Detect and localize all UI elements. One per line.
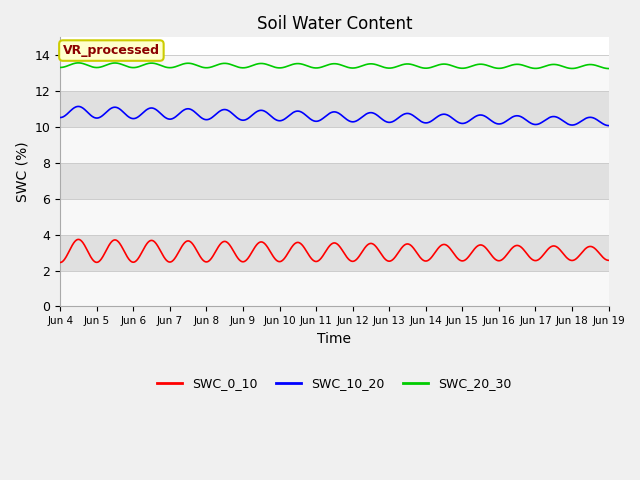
Title: Soil Water Content: Soil Water Content [257,15,412,33]
Y-axis label: SWC (%): SWC (%) [15,142,29,202]
X-axis label: Time: Time [317,332,351,346]
Bar [60,271,609,306]
Legend: SWC_0_10, SWC_10_20, SWC_20_30: SWC_0_10, SWC_10_20, SWC_20_30 [152,372,516,395]
Bar [60,127,609,163]
Bar [60,235,609,271]
Bar [60,55,609,91]
Text: VR_processed: VR_processed [63,44,160,57]
Bar [60,163,609,199]
Bar [60,199,609,235]
Bar [60,91,609,127]
